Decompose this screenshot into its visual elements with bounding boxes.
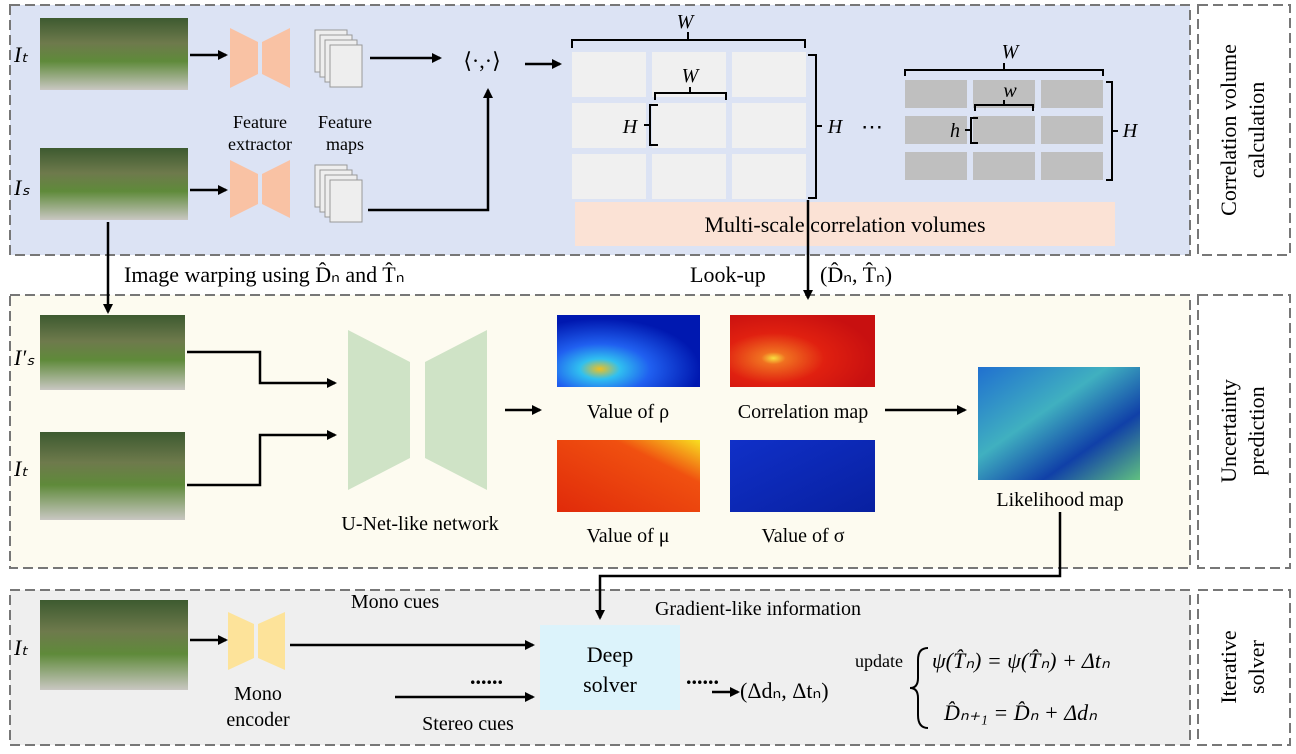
dimension-label: w (1003, 80, 1017, 102)
photo (40, 600, 188, 690)
link-label: (D̂ₙ, T̂ₙ) (820, 262, 892, 287)
photo (40, 315, 185, 390)
side-label-line: prediction (1244, 386, 1269, 475)
photo (40, 18, 188, 90)
side-label-line: calculation (1244, 82, 1269, 179)
heatmap (730, 440, 875, 512)
caption: Multi-scale correlation volumes (704, 212, 985, 237)
photo (40, 432, 185, 520)
input-label: Iₛ (13, 175, 30, 200)
input-label: Iₜ (13, 456, 28, 481)
map-label: Value of σ (762, 525, 845, 547)
side-label-line: Correlation volume (1216, 44, 1241, 216)
solver-label: Deep (587, 642, 633, 667)
encoder-label: Mono (234, 683, 282, 705)
dimension-label: h (950, 120, 960, 142)
input-label: Iₜ (13, 42, 28, 67)
map-label: Likelihood map (996, 489, 1123, 511)
link-label: Image warping using D̂ₙ and T̂ₙ (124, 262, 404, 287)
dots: ...... (470, 664, 503, 689)
side-label-line: Iterative (1216, 630, 1241, 703)
heatmap (557, 440, 700, 512)
side-label-line: Uncertainty (1216, 379, 1241, 483)
photo (40, 148, 188, 220)
ellipsis: ⋯ (861, 114, 883, 139)
gradient-label: Gradient-like information (655, 598, 861, 620)
equation: D̂ₙ₊₁ = D̂ₙ + Δdₙ (943, 700, 1097, 725)
encoder-label: encoder (226, 709, 290, 731)
map-label: Value of μ (587, 525, 670, 547)
dimension-label: W (1002, 41, 1021, 63)
input-label: I′ₛ (13, 345, 35, 370)
input-label: Iₜ (13, 635, 28, 660)
feature-extractor-label: extractor (228, 134, 292, 154)
dimension-label: W (682, 65, 701, 87)
feature-maps-label: Feature (318, 112, 372, 132)
map-label: Correlation map (738, 401, 869, 423)
heatmap (730, 315, 875, 387)
page: {"sections":[{"label":["Correlation volu… (0, 0, 1296, 749)
update-label: update (855, 651, 903, 671)
solver-box (540, 625, 680, 710)
solver-label: solver (583, 672, 637, 697)
heatmap (978, 367, 1140, 480)
network-label: U-Net-like network (341, 513, 498, 535)
diagram: Correlation volume calculation Uncertain… (0, 0, 1296, 749)
inner-product: ⟨·,·⟩ (463, 48, 500, 73)
solver-output: (Δdₙ, Δtₙ) (740, 678, 829, 703)
dimension-label: H (1122, 120, 1139, 142)
side-label-line: solver (1244, 639, 1269, 693)
dimension-label: H (827, 116, 844, 138)
equation: ψ(T̂ₙ) = ψ(T̂ₙ) + Δtₙ (932, 648, 1110, 673)
link-label: Look-up (690, 262, 766, 287)
map-label: Value of ρ (587, 401, 669, 423)
feature-maps-label: maps (326, 134, 364, 154)
cue-label: Stereo cues (422, 713, 514, 735)
dots: ...... (686, 664, 719, 689)
cue-label: Mono cues (351, 591, 440, 613)
heatmap (557, 315, 700, 387)
dimension-label: H (622, 116, 639, 138)
dimension-label: W (677, 11, 696, 33)
feature-extractor-label: Feature (233, 112, 287, 132)
